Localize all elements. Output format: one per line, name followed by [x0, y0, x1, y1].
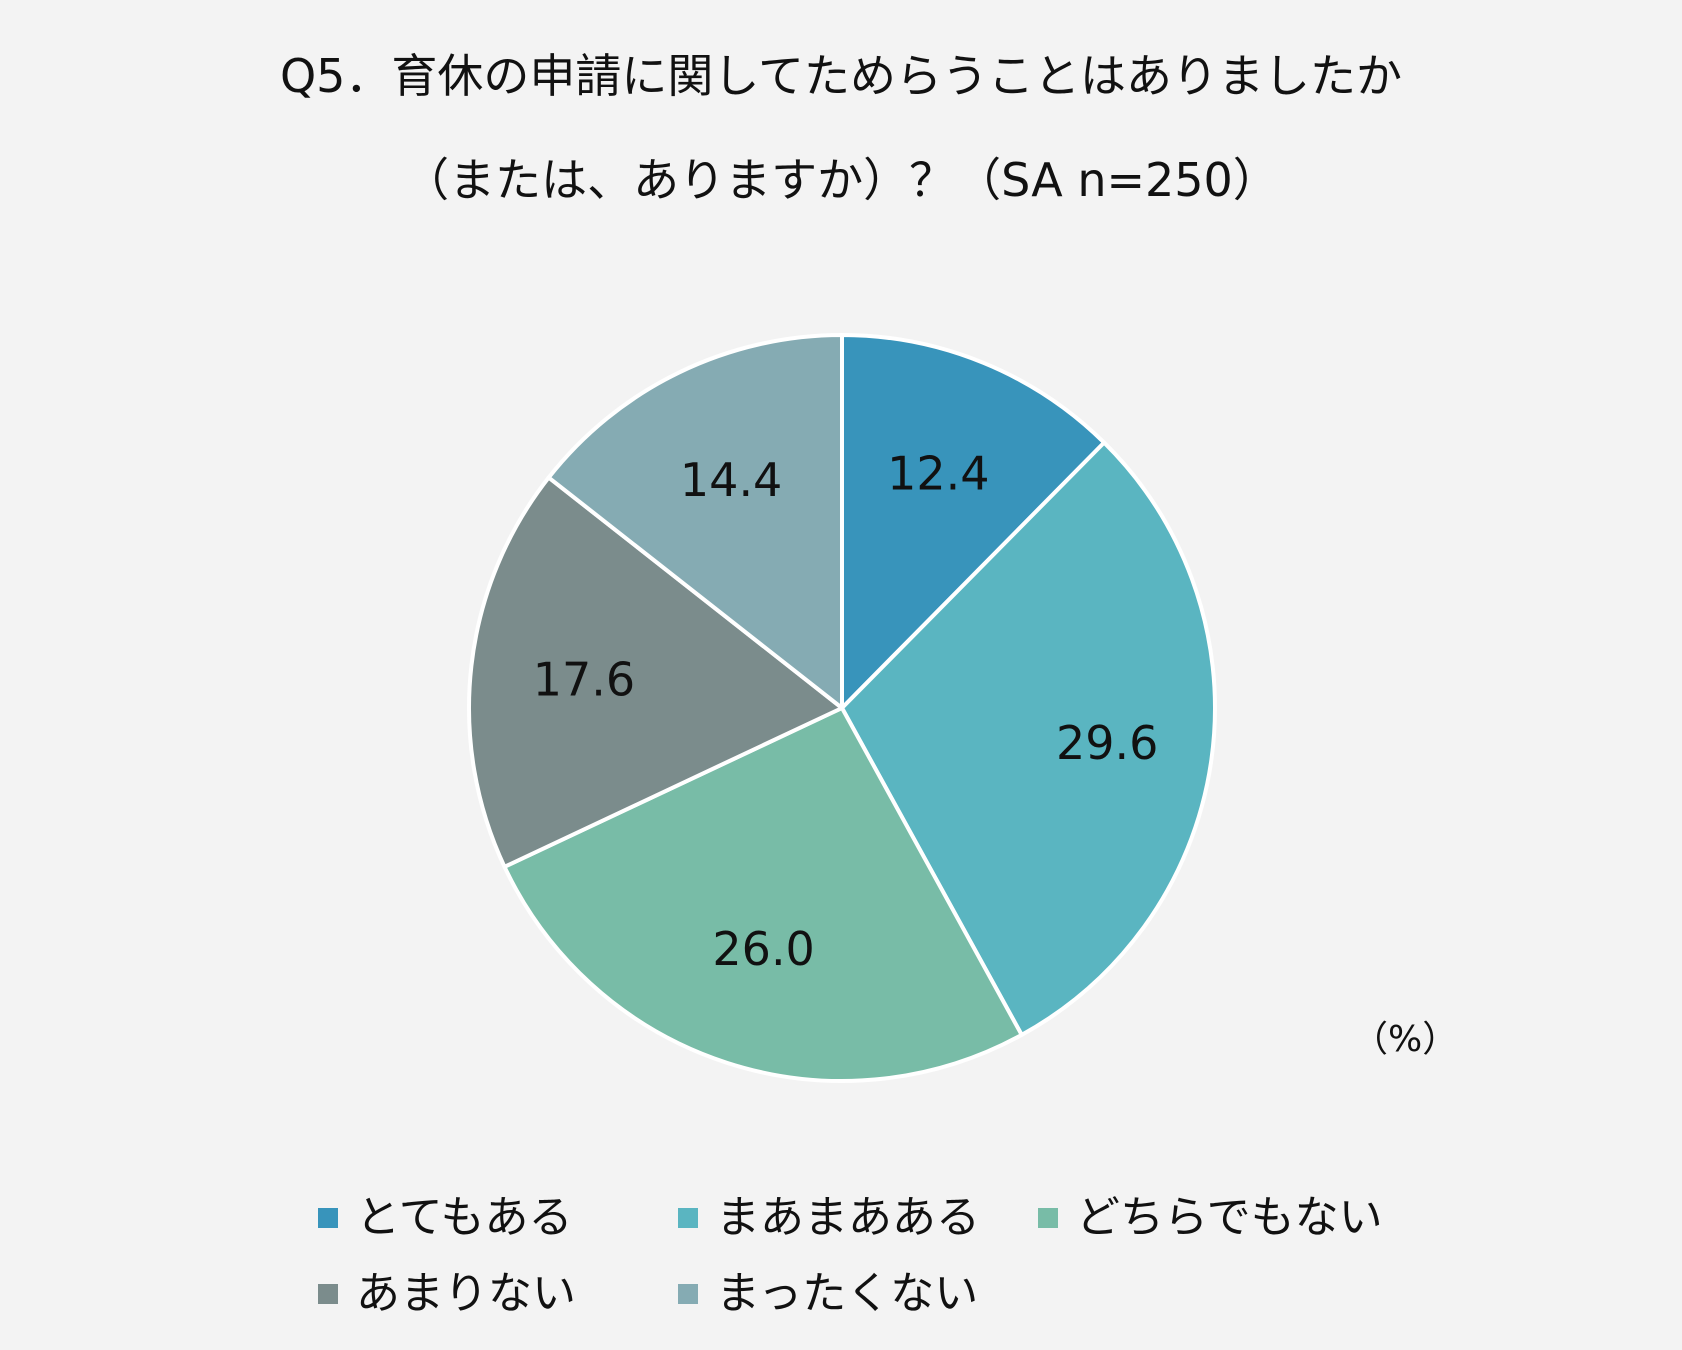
legend-item-3: どちらでもない [1038, 1188, 1383, 1248]
legend-label: どちらでもない [1076, 1192, 1383, 1243]
pie-slice-4 [467, 475, 844, 869]
legend-label: まったくない [716, 1268, 979, 1319]
slice-value-label-3: 26.0 [712, 922, 814, 976]
slice-value-label-1: 12.4 [887, 446, 989, 500]
pie-slice-2 [840, 440, 1217, 1037]
legend-item-4: あまりない [318, 1264, 576, 1324]
legend-swatch [678, 1284, 698, 1304]
pie-slice-3 [502, 706, 1024, 1083]
legend-label: まあまあある [716, 1192, 980, 1243]
pie-slices [467, 333, 1217, 1083]
unit-label: （%） [1352, 1019, 1459, 1060]
legend-label: あまりない [356, 1268, 576, 1319]
legend-item-2: まあまあある [678, 1188, 980, 1248]
slice-value-label-5: 14.4 [680, 453, 782, 507]
legend-swatch [318, 1208, 338, 1228]
chart-title-line-1: Q5．育休の申請に関してためらうことはありましたか [279, 49, 1403, 103]
legend-item-1: とてもある [318, 1188, 572, 1248]
legend-swatch [318, 1284, 338, 1304]
pie-slice-5 [546, 333, 844, 710]
legend-swatch [1038, 1208, 1058, 1228]
slice-value-label-2: 29.6 [1056, 716, 1158, 770]
pie-chart: 12.4 29.6 26.0 17.6 14.4 [467, 333, 1217, 1083]
legend-swatch [678, 1208, 698, 1228]
pie-slice-1 [840, 333, 1107, 710]
pie-value-labels: 12.4 29.6 26.0 17.6 14.4 [533, 446, 1159, 976]
legend-label: とてもある [356, 1192, 573, 1243]
slice-value-label-4: 17.6 [533, 652, 635, 706]
legend-item-5: まったくない [678, 1264, 978, 1324]
chart-title-line-2: （または、ありますか）？（SA n=250） [403, 153, 1279, 207]
